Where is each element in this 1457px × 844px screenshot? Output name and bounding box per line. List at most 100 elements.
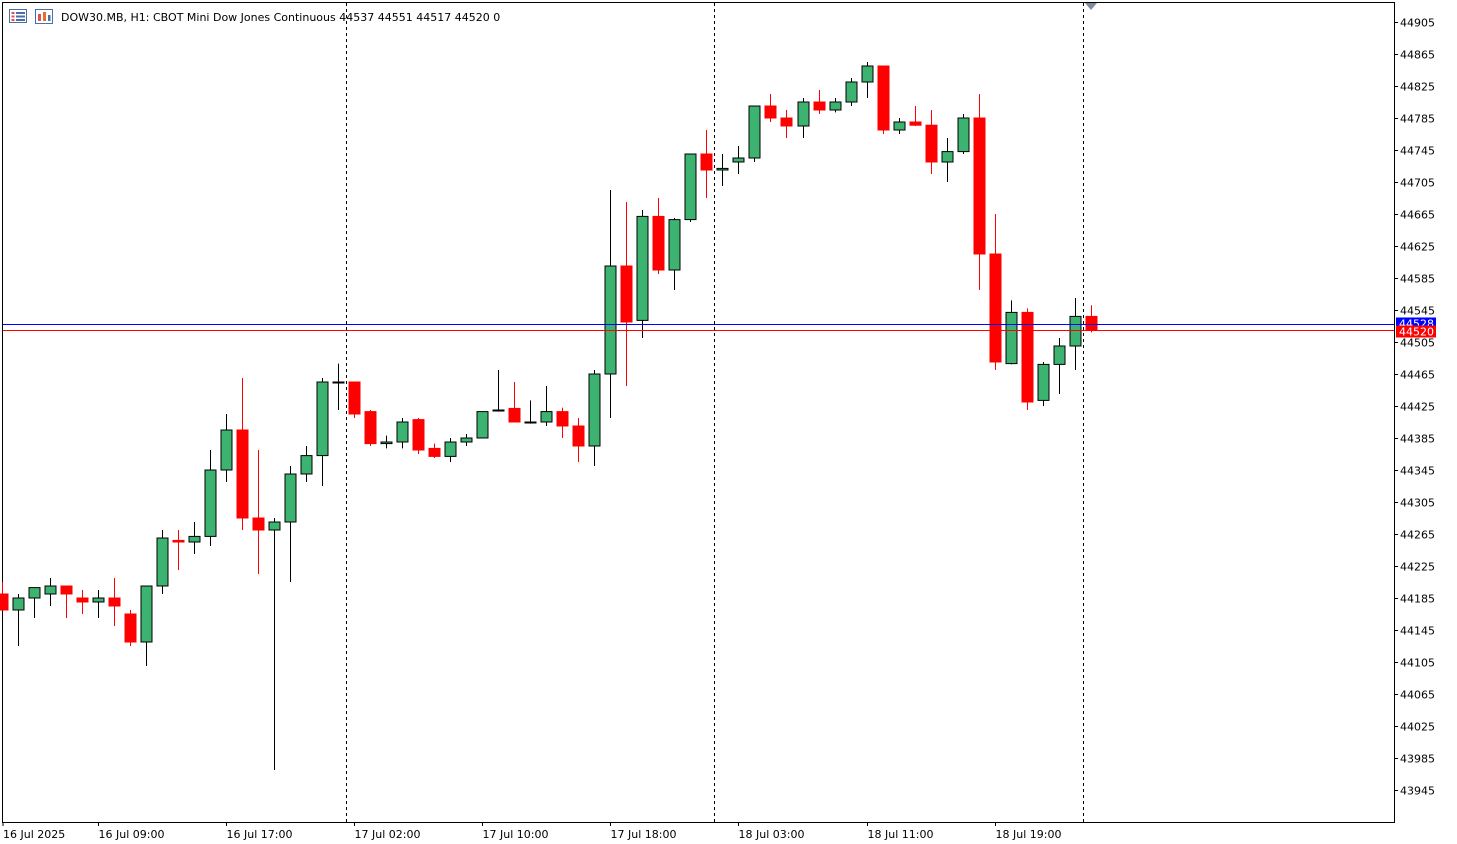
candle-29[interactable] xyxy=(460,434,473,446)
candle-25[interactable] xyxy=(396,418,409,449)
candle-10[interactable] xyxy=(156,530,169,594)
candle-body xyxy=(973,117,986,255)
candle-17[interactable] xyxy=(268,518,281,770)
candle-46[interactable] xyxy=(732,146,745,174)
candle-1[interactable] xyxy=(12,594,25,646)
candle-2[interactable] xyxy=(28,587,41,618)
candle-3[interactable] xyxy=(44,578,57,606)
candle-28[interactable] xyxy=(444,438,457,462)
candle-0[interactable] xyxy=(0,582,9,611)
candle-52[interactable] xyxy=(829,98,842,113)
candle-48[interactable] xyxy=(764,94,777,122)
candle-42[interactable] xyxy=(668,218,681,290)
candle-65[interactable] xyxy=(1037,362,1050,406)
candle-36[interactable] xyxy=(572,418,585,462)
candle-41[interactable] xyxy=(652,198,665,274)
candle-35[interactable] xyxy=(556,407,569,438)
candle-19[interactable] xyxy=(300,446,313,482)
candle-57[interactable] xyxy=(909,106,922,126)
candle-21[interactable] xyxy=(332,363,345,410)
candle-55[interactable] xyxy=(877,65,890,134)
candle-body xyxy=(1085,315,1098,331)
candle-33[interactable] xyxy=(524,400,537,424)
candle-body xyxy=(684,153,697,221)
candle-31[interactable] xyxy=(492,370,505,412)
candle-body xyxy=(188,535,201,543)
candle-66[interactable] xyxy=(1053,338,1066,394)
candle-20[interactable] xyxy=(316,378,329,486)
candle-5[interactable] xyxy=(76,590,89,614)
candle-12[interactable] xyxy=(188,522,201,554)
candle-body xyxy=(220,429,233,471)
candle-34[interactable] xyxy=(540,386,553,426)
candle-15[interactable] xyxy=(236,378,249,530)
candle-13[interactable] xyxy=(204,450,217,546)
candle-23[interactable] xyxy=(364,410,377,446)
candles-layer[interactable] xyxy=(0,62,1098,770)
candle-67[interactable] xyxy=(1069,298,1082,370)
time-axis[interactable]: 16 Jul 2025 16 Jul 09:00 16 Jul 17:00 17 Ju… xyxy=(2,822,1062,841)
candle-4[interactable] xyxy=(60,585,73,618)
candle-50[interactable] xyxy=(797,98,810,138)
candle-body xyxy=(444,441,457,457)
candle-44[interactable] xyxy=(700,130,713,198)
candle-9[interactable] xyxy=(140,585,153,666)
candle-26[interactable] xyxy=(412,418,425,454)
x-tick-label-8: 18 Jul 19:00 xyxy=(996,828,1062,841)
candle-body xyxy=(636,215,649,321)
y-tick-label-17: 44225 xyxy=(1400,561,1435,574)
y-tick-label-8: 44585 xyxy=(1400,273,1435,286)
candle-22[interactable] xyxy=(348,381,361,418)
candle-61[interactable] xyxy=(973,94,986,290)
candle-body xyxy=(668,219,681,271)
candle-32[interactable] xyxy=(508,382,521,423)
candle-16[interactable] xyxy=(252,450,265,574)
candle-27[interactable] xyxy=(428,443,441,458)
scroll-marker-icon[interactable] xyxy=(1085,3,1097,10)
candle-8[interactable] xyxy=(124,610,137,646)
candle-body xyxy=(845,81,858,103)
candle-51[interactable] xyxy=(813,90,826,114)
candle-56[interactable] xyxy=(893,118,906,134)
price-axis[interactable]: 44905 44865 44825 44785 44745 44705 44665 44625… xyxy=(1394,17,1436,798)
candle-47[interactable] xyxy=(748,105,761,162)
chart-window-icon[interactable] xyxy=(35,9,53,24)
candle-63[interactable] xyxy=(1005,300,1018,365)
candle-45[interactable] xyxy=(716,154,729,186)
candle-39[interactable] xyxy=(620,202,633,386)
x-tick-label-3: 17 Jul 02:00 xyxy=(355,828,421,841)
candle-54[interactable] xyxy=(861,62,874,98)
candle-14[interactable] xyxy=(220,414,233,482)
candle-18[interactable] xyxy=(284,466,297,582)
candle-53[interactable] xyxy=(845,78,858,106)
candle-62[interactable] xyxy=(989,214,1002,370)
candle-60[interactable] xyxy=(957,114,970,154)
candle-40[interactable] xyxy=(636,210,649,338)
candle-64[interactable] xyxy=(1021,308,1034,410)
candle-37[interactable] xyxy=(588,370,601,466)
candle-6[interactable] xyxy=(92,590,105,618)
price-lines xyxy=(3,324,1394,331)
candle-58[interactable] xyxy=(925,110,938,174)
candle-body xyxy=(92,597,105,603)
y-tick-label-18: 44185 xyxy=(1400,593,1435,606)
candle-59[interactable] xyxy=(941,138,954,182)
symbol-info: DOW30.MB, H1: CBOT Mini Dow Jones Contin… xyxy=(61,11,500,24)
y-tick-label-2: 44825 xyxy=(1400,81,1435,94)
candle-body xyxy=(252,517,265,531)
candle-body xyxy=(1069,315,1082,347)
candle-49[interactable] xyxy=(780,110,793,138)
candle-7[interactable] xyxy=(108,578,121,626)
list-menu-icon[interactable] xyxy=(9,9,27,23)
candle-11[interactable] xyxy=(172,530,185,570)
candle-body xyxy=(316,381,329,457)
candle-body xyxy=(172,539,185,543)
candle-38[interactable] xyxy=(604,190,617,418)
candle-30[interactable] xyxy=(476,411,489,439)
candle-body xyxy=(204,469,217,537)
candle-43[interactable] xyxy=(684,153,697,222)
candle-24[interactable] xyxy=(380,435,393,449)
candle-body xyxy=(284,473,297,523)
candle-body xyxy=(140,585,153,643)
